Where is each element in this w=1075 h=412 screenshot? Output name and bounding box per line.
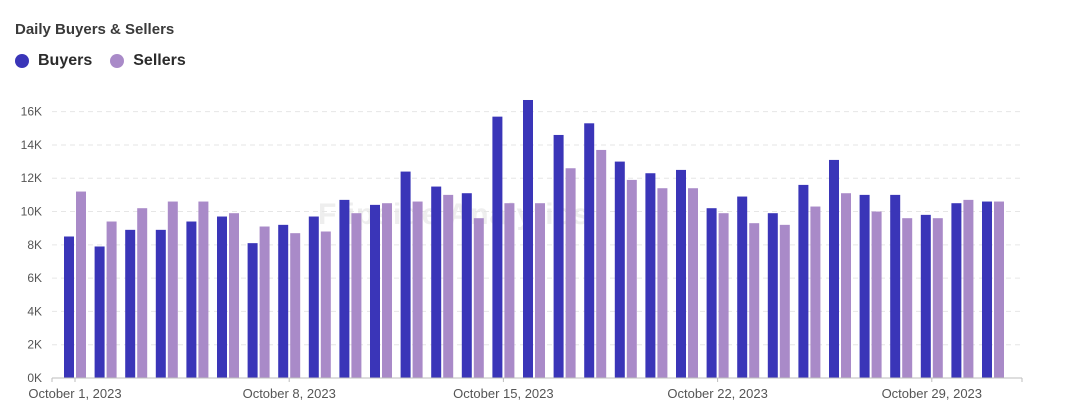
legend-label-buyers: Buyers	[38, 52, 93, 69]
bar-sellers[interactable]	[596, 149, 607, 378]
bar-sellers[interactable]	[443, 194, 454, 378]
bar-buyers[interactable]	[64, 236, 74, 379]
bar-sellers[interactable]	[779, 224, 790, 378]
bar-buyers[interactable]	[737, 196, 748, 378]
bar-buyers[interactable]	[308, 216, 319, 378]
x-tick-label: October 29, 2023	[882, 386, 982, 401]
x-tick-label: October 8, 2023	[243, 386, 336, 401]
bar-buyers[interactable]	[155, 229, 166, 378]
bar-buyers[interactable]	[798, 184, 809, 378]
bar-buyers[interactable]	[584, 123, 595, 378]
y-tick-label: 12K	[21, 171, 42, 185]
bar-sellers[interactable]	[841, 193, 851, 378]
x-tick-label: October 15, 2023	[453, 386, 553, 401]
bar-buyers[interactable]	[247, 243, 258, 378]
bar-buyers[interactable]	[614, 161, 625, 378]
bar-sellers[interactable]	[229, 213, 239, 378]
bar-buyers[interactable]	[553, 134, 564, 378]
bar-buyers[interactable]	[186, 221, 197, 378]
bar-sellers[interactable]	[535, 203, 545, 378]
bar-buyers[interactable]	[431, 186, 442, 378]
legend-item-buyers[interactable]: Buyers	[15, 52, 92, 70]
bar-buyers[interactable]	[920, 214, 931, 378]
bar-buyers[interactable]	[461, 193, 472, 378]
y-tick-label: 16K	[21, 105, 42, 119]
bar-sellers[interactable]	[994, 201, 1004, 378]
y-tick-label: 10K	[21, 205, 42, 219]
bar-buyers[interactable]	[951, 203, 962, 378]
bar-sellers[interactable]	[259, 226, 270, 378]
y-tick-label: 0K	[27, 371, 42, 385]
bar-sellers[interactable]	[137, 208, 148, 378]
y-tick-label: 2K	[27, 338, 42, 352]
y-tick-label: 14K	[21, 138, 42, 152]
bar-buyers[interactable]	[492, 116, 503, 378]
bar-sellers[interactable]	[626, 179, 637, 378]
chart-title: Daily Buyers & Sellers	[15, 21, 175, 38]
bar-buyers[interactable]	[523, 99, 533, 379]
bar-sellers[interactable]	[320, 231, 331, 378]
x-tick-label: October 1, 2023	[28, 386, 121, 401]
bar-sellers[interactable]	[688, 188, 698, 378]
bar-buyers[interactable]	[676, 169, 686, 378]
bar-sellers[interactable]	[290, 233, 301, 378]
bar-sellers[interactable]	[932, 218, 943, 378]
bar-sellers[interactable]	[565, 168, 576, 378]
bar-buyers[interactable]	[982, 201, 992, 378]
bar-sellers[interactable]	[106, 221, 117, 378]
bar-sellers[interactable]	[351, 213, 362, 378]
bar-buyers[interactable]	[370, 204, 380, 378]
legend-swatch-buyers	[15, 54, 29, 68]
bar-buyers[interactable]	[645, 173, 656, 378]
bar-buyers[interactable]	[706, 208, 717, 378]
legend-item-sellers[interactable]: Sellers	[110, 52, 186, 70]
y-tick-label: 8K	[27, 238, 42, 252]
bar-sellers[interactable]	[871, 211, 882, 378]
bar-buyers[interactable]	[125, 229, 136, 378]
bar-sellers[interactable]	[76, 191, 86, 378]
bar-buyers[interactable]	[400, 171, 411, 378]
y-tick-label: 4K	[27, 304, 42, 318]
bar-sellers[interactable]	[167, 201, 178, 378]
legend-swatch-sellers	[110, 54, 125, 68]
bar-sellers[interactable]	[963, 199, 974, 378]
legend: Buyers Sellers	[15, 52, 186, 70]
bar-sellers[interactable]	[198, 201, 209, 378]
x-tick-label: October 22, 2023	[667, 386, 767, 401]
y-tick-label: 6K	[27, 271, 42, 285]
bar-buyers[interactable]	[217, 216, 227, 378]
bar-sellers[interactable]	[718, 213, 729, 378]
bar-buyers[interactable]	[767, 213, 778, 378]
bar-sellers[interactable]	[382, 203, 392, 378]
bar-sellers[interactable]	[412, 201, 423, 378]
bar-sellers[interactable]	[749, 223, 760, 378]
bar-buyers[interactable]	[278, 224, 289, 378]
bar-sellers[interactable]	[657, 188, 668, 378]
bar-buyers[interactable]	[890, 194, 901, 378]
bar-sellers[interactable]	[902, 218, 913, 378]
bar-sellers[interactable]	[473, 218, 484, 378]
bar-buyers[interactable]	[94, 246, 105, 378]
bar-sellers[interactable]	[504, 203, 515, 378]
bar-buyers[interactable]	[859, 194, 870, 378]
bar-sellers[interactable]	[810, 206, 821, 378]
bar-buyers[interactable]	[339, 199, 350, 378]
bar-buyers[interactable]	[829, 159, 839, 378]
legend-label-sellers: Sellers	[133, 52, 186, 69]
